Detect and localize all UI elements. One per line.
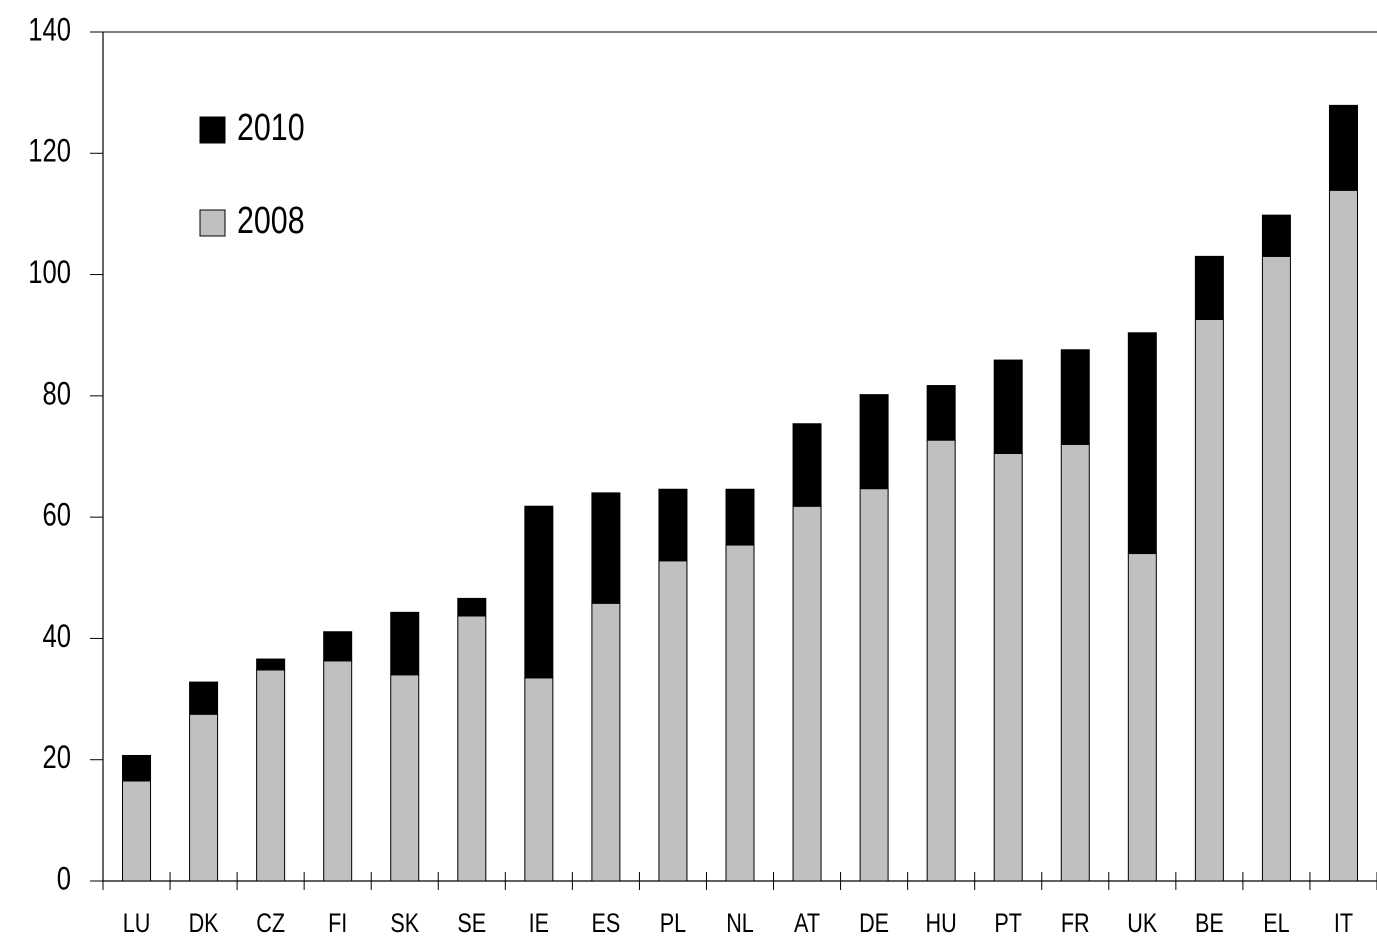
x-tick-label: ES <box>591 909 620 939</box>
y-tick-label: 20 <box>43 741 71 776</box>
y-tick-label: 100 <box>28 255 71 290</box>
bar-segment <box>122 754 152 782</box>
x-tick-label: FR <box>1061 909 1090 939</box>
y-tick-label: 120 <box>28 134 71 169</box>
bar-segment <box>1194 318 1224 882</box>
legend-swatch <box>199 209 226 237</box>
y-tick-label: 40 <box>43 619 71 654</box>
bar-segment <box>792 505 822 882</box>
legend-swatch <box>199 116 226 144</box>
bar-segment <box>725 488 755 546</box>
x-tick-label: AT <box>794 909 820 939</box>
bar-segment <box>1261 214 1291 257</box>
bar-segment <box>993 452 1023 882</box>
x-tick-label: HU <box>926 909 957 939</box>
x-tick-label: UK <box>1127 909 1158 939</box>
bar-segment <box>859 488 889 882</box>
bar-segment <box>390 611 420 676</box>
x-tick-label: PL <box>660 909 686 939</box>
bar-segment <box>323 660 353 882</box>
bar-segment <box>792 423 822 507</box>
y-tick-label: 0 <box>57 862 71 897</box>
bar-segment <box>1328 189 1358 882</box>
x-tick-label: CZ <box>256 909 285 939</box>
y-tick-label: 80 <box>43 377 71 412</box>
bar-segment <box>926 385 956 441</box>
bar-segment <box>591 602 621 882</box>
x-tick-label: DK <box>189 909 220 939</box>
bar-segment <box>457 597 487 617</box>
x-tick-label: SE <box>457 909 486 939</box>
x-tick-label: EL <box>1263 909 1289 939</box>
bar-segment <box>323 631 353 662</box>
bar-segment <box>1127 332 1157 555</box>
bar-segment <box>524 677 554 882</box>
bar-segment <box>457 615 487 882</box>
bar-segment <box>1060 349 1090 445</box>
x-tick-label: BE <box>1195 909 1224 939</box>
bar-segment <box>1060 443 1090 882</box>
bar-segment <box>1127 553 1157 882</box>
x-tick-label: SK <box>390 909 419 939</box>
y-tick-label: 60 <box>43 498 71 533</box>
bar-segment <box>189 713 219 882</box>
legend-label: 2008 <box>237 200 305 242</box>
bar-segment <box>859 394 889 490</box>
x-tick-label: PT <box>994 909 1022 939</box>
bar-segment <box>993 359 1023 454</box>
x-tick-label: FI <box>328 909 347 939</box>
bar-segment <box>524 505 554 679</box>
legend-label: 2010 <box>237 107 305 149</box>
bar-segment <box>390 674 420 882</box>
bar-segment <box>189 681 219 715</box>
bar-segment <box>1194 255 1224 320</box>
x-tick-label: LU <box>123 909 151 939</box>
x-tick-label: DE <box>859 909 889 939</box>
bar-segment <box>122 780 152 882</box>
bar-segment <box>725 544 755 882</box>
bar-segment <box>591 492 621 604</box>
bar-segment <box>658 560 688 882</box>
bar-segment <box>256 669 286 882</box>
bar-segment <box>1261 255 1291 882</box>
x-tick-label: IT <box>1334 909 1353 939</box>
bar-segment <box>658 488 688 562</box>
y-tick-label: 140 <box>28 13 71 48</box>
bar-segment <box>926 439 956 882</box>
bar-segment <box>256 658 286 671</box>
x-tick-label: IE <box>529 909 549 939</box>
bar-segment <box>1328 104 1358 191</box>
x-tick-label: NL <box>726 909 754 939</box>
